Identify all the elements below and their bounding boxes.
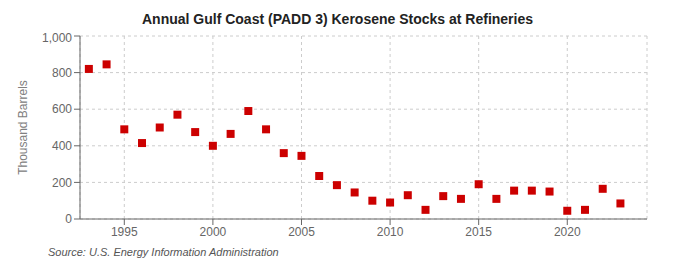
- svg-text:800: 800: [52, 66, 72, 80]
- svg-text:2020: 2020: [554, 225, 581, 239]
- svg-text:2005: 2005: [288, 225, 315, 239]
- svg-text:0: 0: [65, 212, 72, 226]
- svg-text:400: 400: [52, 139, 72, 153]
- svg-text:1,000: 1,000: [42, 31, 72, 45]
- svg-text:2010: 2010: [377, 225, 404, 239]
- svg-text:Thousand Barrels: Thousand Barrels: [16, 80, 30, 175]
- svg-text:200: 200: [52, 176, 72, 190]
- html-text:Annual Gulf Coast (PADD 3) Ker: Annual Gulf Coast (PADD 3) Kerosene Stoc…: [142, 11, 533, 27]
- svg-text:600: 600: [52, 102, 72, 116]
- svg-text:2015: 2015: [465, 225, 492, 239]
- svg-text:2000: 2000: [200, 225, 227, 239]
- html-text:Source: U.S. Energy Informatio: Source: U.S. Energy Information Administ…: [48, 246, 279, 258]
- svg-text:1995: 1995: [111, 225, 138, 239]
